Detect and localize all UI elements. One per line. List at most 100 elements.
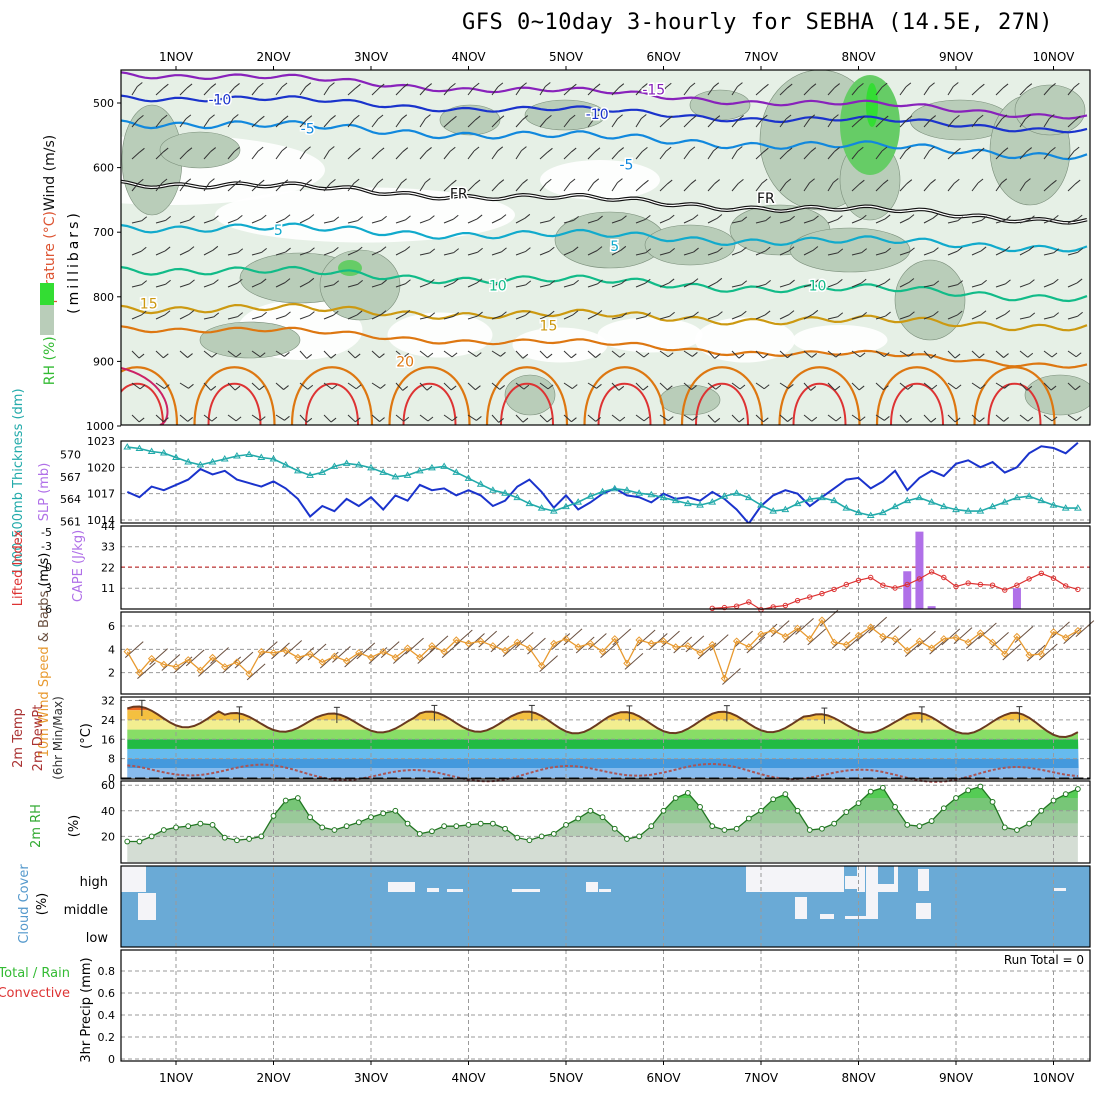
wind-barb-flag [740,310,747,316]
wind-barb [995,314,1006,320]
wind-barb-flag [812,309,819,315]
wind-barb-flag [691,385,697,390]
wind-barb-flag [209,114,215,120]
rh-marker [429,828,435,835]
wind-barb [683,251,694,256]
ytick-label: 500 [93,97,114,110]
rh-colorbar-green [40,283,54,305]
wind-barb [685,635,705,653]
wind-barb [923,284,934,288]
wind-barb [947,414,956,423]
wind-barb [611,118,619,128]
thickness-marker [245,450,254,457]
lifted-marker [867,574,874,581]
thickness-marker [781,505,790,513]
temp-frame [120,696,1091,780]
wind-barb-flag [548,246,555,252]
wind-barb-flag [837,279,843,284]
wind-barb-flag [860,214,867,220]
wind-barb [1067,119,1076,128]
wind-barb-flag [834,385,841,391]
wind-barb [683,119,692,128]
wind-barb-flag [210,147,217,152]
wind-barb-flag [165,216,171,221]
wind-barb [443,252,454,256]
wind-barb-flag [957,280,964,285]
wind-barb-flag [210,83,217,89]
wind-barb [371,118,379,128]
wind-barb [995,382,1005,389]
wind-barb [443,119,452,128]
contour-label: 10 [809,278,827,294]
wind-barb-flag [908,351,914,357]
li-frame [120,525,1091,610]
rh-marker [940,805,947,812]
thickness-marker [184,457,193,465]
rh-marker [660,807,667,814]
wind-marker [160,660,168,669]
wind-barb-flag [981,216,987,221]
wind-barb-flag [1053,215,1059,220]
wind-barb-flag [476,416,482,421]
wind-barb-flag [1051,416,1058,422]
wind-barb-flag [136,82,143,87]
wind-barb [1067,150,1075,160]
wind-barb [527,637,546,655]
xtick-bottom-label: 7NOV [744,1071,779,1085]
wind-barb [755,283,766,288]
wind-barb [491,86,499,96]
wind-barb-flag [786,147,793,153]
wind-barb-flag [161,178,168,184]
rh-marker [246,836,253,842]
rh-marker [672,795,679,801]
wind-barb [880,626,900,643]
wind-barb [851,87,859,96]
wind-barb-flag [741,247,747,252]
wind-barb [731,314,742,320]
wind-barb [491,350,501,357]
li-tick-label: -5 [41,526,52,539]
isotherm-lobe-25 [290,366,374,425]
wind-barb [179,414,188,422]
rh-marker [1001,824,1008,831]
wind-barb-flag [1004,246,1011,252]
wind-barb [995,250,1006,256]
thickness-slp-panel: 1014 1017 1020 1023 561 564 567 570 1000-500mb T… [11,388,1091,576]
wind-barb-flag [834,147,840,152]
cape-bar [915,531,924,609]
wind-marker [501,646,509,655]
wind-barb-flag [306,354,313,359]
wind-barb [868,616,888,634]
wind-barb [347,220,358,224]
thickness-marker [927,498,936,505]
thickness-marker [1073,504,1082,511]
wind-barb-flag [451,416,458,422]
wind-barb [371,314,382,320]
wind-barb [441,641,461,659]
lifted-marker [1075,586,1081,593]
wind-barb-flag [402,386,409,391]
xtick-top-label: 1NOV [159,50,194,64]
wind-barb-flag [499,385,505,390]
dry-area [387,312,493,358]
wind-barb [923,150,930,160]
isotherm-lobe-25 [121,366,179,425]
wind-barb [731,250,742,256]
wind-marker [830,638,838,647]
wind-barb-flag [381,279,387,285]
wind-barb [251,414,261,422]
wind-barb-flag [211,352,218,358]
wind-barb-flag [621,279,627,284]
xtick-top-label: 9NOV [939,50,974,64]
wind-barb-flag [717,247,723,253]
dry-area [792,325,888,355]
thickness-marker [696,501,704,508]
wind-barb [851,315,862,320]
wind-barb [155,182,163,192]
rh-marker [733,825,740,832]
wind-barb-flag [404,246,411,251]
wind-barb-flag [237,248,244,254]
contour-label: -5 [301,121,315,137]
wind-marker [1061,633,1070,642]
wind-barb [947,86,954,96]
